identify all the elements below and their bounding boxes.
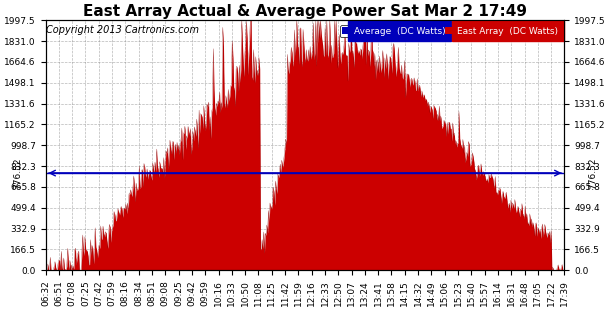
Legend: Average  (DC Watts), East Array  (DC Watts): Average (DC Watts), East Array (DC Watts… (340, 25, 560, 38)
Title: East Array Actual & Average Power Sat Mar 2 17:49: East Array Actual & Average Power Sat Ma… (83, 4, 527, 19)
Text: 776.52: 776.52 (588, 157, 597, 189)
Text: Copyright 2013 Cartronics.com: Copyright 2013 Cartronics.com (46, 25, 199, 35)
Text: 776.52: 776.52 (13, 157, 22, 189)
